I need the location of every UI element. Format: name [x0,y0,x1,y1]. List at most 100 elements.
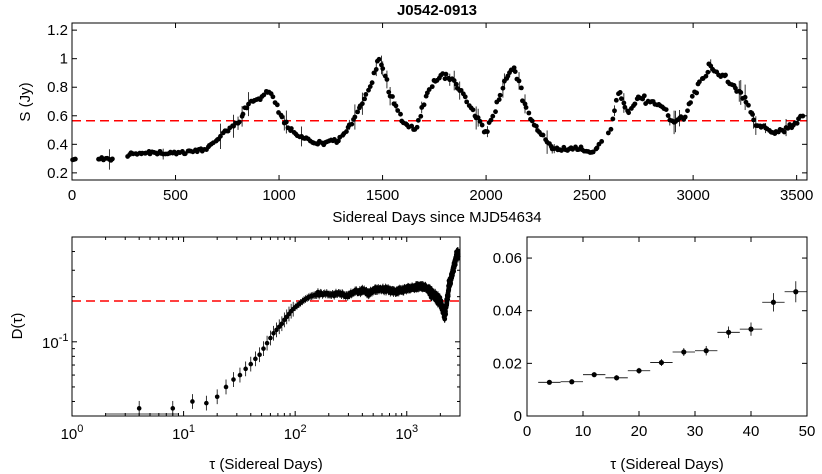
lightcurve-x-tick-label: 500 [163,187,188,204]
structure-function-point [274,327,279,333]
lightcurve-x-label: Sidereal Days since MJD54634 [332,209,541,226]
lightcurve-point [622,104,628,110]
lightcurve-point [395,108,401,113]
lightcurve-point [613,97,619,103]
lightcurve-point [393,103,399,109]
structure-function-point [261,346,266,351]
zoom-y-tick-label: 0 [514,408,522,425]
lightcurve-x-tick-label: 1000 [262,187,295,204]
structure-function-point [231,377,236,382]
lightcurve-point [703,73,709,79]
structure-function-x-tick-exponent: 3 [412,423,418,435]
structure-function-point [453,262,458,268]
structure-function-x-tick-exponent: 2 [300,423,306,435]
lightcurve-point [244,105,250,111]
lightcurve-point [626,110,632,116]
lightcurve-point [110,156,115,162]
zoom-y-tick-label: 0.02 [493,355,522,372]
lightcurve-point [533,123,539,129]
zoom-point [681,349,687,355]
lightcurve-point [390,94,395,99]
structure-function-y-label: D(τ) [9,313,26,340]
lightcurve-point [380,66,386,71]
lightcurve-point [723,72,728,78]
lightcurve-point [270,94,276,100]
zoom-point [793,289,799,295]
lightcurve-point [362,96,367,102]
lightcurve-point [240,111,246,117]
lightcurve-point [665,113,671,118]
structure-function-point [237,372,243,378]
lightcurve-point [462,94,468,100]
structure-function-axes-box [71,236,461,417]
lightcurve-point [618,96,624,102]
lightcurve-point [751,117,757,123]
structure-function-point [257,352,262,358]
lightcurve-point [451,78,457,83]
lightcurve-point [261,92,267,98]
zoom-point [703,348,709,354]
lightcurve-point [283,119,289,125]
structure-function-point [264,340,270,346]
lightcurve-point [529,118,535,124]
zoom-point [748,326,754,332]
lightcurve-y-label: S (Jy) [17,82,34,121]
lightcurve-point [523,105,529,110]
lightcurve-point [663,107,669,112]
zoom-y-ticks: 0 0.02 0.04 0.06 [493,250,807,425]
lightcurve-point [479,122,485,128]
structure-function-y-tick-base: 10 [42,335,59,352]
lightcurve-point [477,118,483,124]
structure-function-x-tick-exponent: 0 [77,423,83,435]
lightcurve-point [488,117,494,123]
structure-function-point [445,293,451,299]
lightcurve-point [781,129,787,135]
lightcurve-point [594,145,600,151]
lightcurve-point [464,99,470,105]
lightcurve-point [376,56,382,62]
lightcurve-point [429,84,435,90]
lightcurve-point [335,138,341,144]
lightcurve-axes-box [71,22,808,181]
lightcurve-point [794,120,800,126]
lightcurve-point [497,92,503,98]
structure-function-point [271,330,276,336]
lightcurve-point [621,100,627,106]
zoom-x-tick-label: 0 [523,423,531,440]
structure-function-x-tick-base: 10 [284,426,301,443]
structure-function-point [253,356,258,362]
lightcurve-point [540,132,546,138]
lightcurve-point [355,109,361,115]
zoom-panel: 0 10 20 30 40 50 0 0.02 0.04 0.06 τ (Sidereal Da… [493,236,815,473]
lightcurve-point [490,113,496,119]
lightcurve-point [414,124,420,130]
lightcurve-y-ticks: 0.2 0.4 0.6 0.8 1 1.2 [47,22,807,182]
lightcurve-point [511,65,517,71]
structure-function-y-tick-exponent: -1 [59,332,69,344]
zoom-point [569,379,575,385]
structure-function-point [276,324,282,330]
lightcurve-y-tick-label: 0.6 [47,108,68,125]
lightcurve-point [359,101,365,107]
lightcurve-point [617,89,623,95]
lightcurve-point [373,67,379,72]
zoom-y-tick-label: 0.04 [493,303,522,320]
lightcurve-point [705,69,711,75]
structure-function-x-tick-base: 10 [61,426,78,443]
structure-function-x-tick-label: 103 [395,423,418,443]
lightcurve-point [689,93,695,99]
lightcurve-point [599,139,605,144]
zoom-point [726,329,732,335]
lightcurve-x-tick-label: 2000 [469,187,502,204]
lightcurve-point [605,130,611,136]
zoom-axes-box [526,236,808,417]
lightcurve-point [500,85,506,91]
zoom-point [546,379,553,385]
structure-function-x-tick-base: 10 [395,426,412,443]
structure-function-x-tick-label: 102 [284,423,307,443]
lightcurve-point [512,69,518,74]
zoom-x-label: τ (Sidereal Days) [610,456,723,473]
zoom-x-ticks: 0 10 20 30 40 50 [523,237,815,440]
structure-function-x-ticks: 100 101 102 103 [61,237,461,443]
